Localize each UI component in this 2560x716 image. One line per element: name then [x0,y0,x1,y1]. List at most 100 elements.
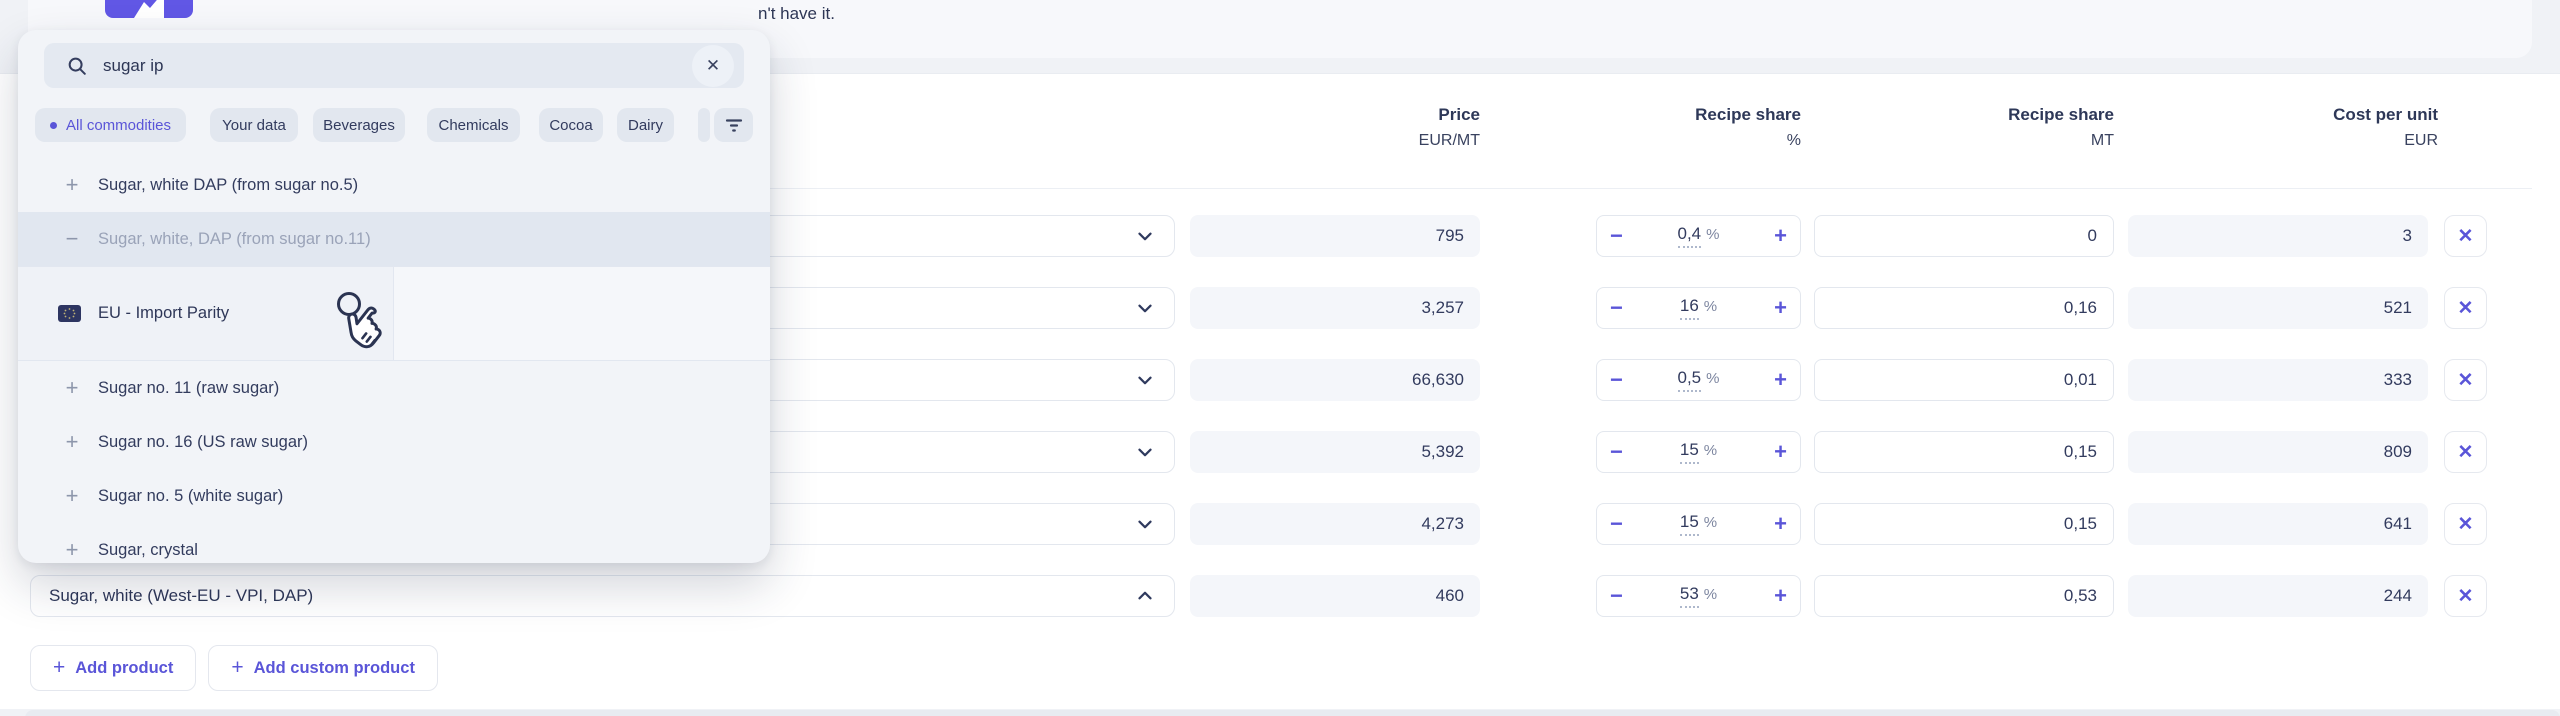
expand-icon[interactable]: + [65,537,79,562]
plus-icon: + [231,656,244,679]
chevron-down-icon [1138,520,1152,529]
decrease-share-button[interactable]: − [1610,439,1623,464]
decrease-share-button[interactable]: − [1610,511,1623,536]
decrease-share-button[interactable]: − [1610,295,1623,320]
search-result-item[interactable]: + Sugar no. 16 (US raw sugar) [18,415,770,469]
filter-chip-cocoa[interactable]: Cocoa [539,108,603,142]
delete-icon: ✕ [2457,369,2474,391]
cost-per-unit-field: 521 [2128,287,2428,329]
cost-per-unit-field: 244 [2128,575,2428,617]
decrease-share-button[interactable]: − [1610,223,1623,248]
cost-per-unit-field: 809 [2128,431,2428,473]
recipe-share-percent-stepper: − 15 % + [1596,503,1801,545]
price-field: 795 [1190,215,1480,257]
decrease-share-button[interactable]: − [1610,583,1623,608]
increase-share-button[interactable]: + [1774,583,1787,608]
search-result-item[interactable]: + Sugar, white DAP (from sugar no.5) [18,158,770,212]
more-filters-button[interactable] [714,108,753,142]
column-header-price: Price EUR/MT [1418,105,1480,149]
price-field: 3,257 [1190,287,1480,329]
recipe-share-mt-input[interactable]: 0,15 [1814,431,2114,473]
clear-search-button[interactable]: ✕ [692,44,734,87]
recipe-share-mt-input[interactable]: 0,53 [1814,575,2114,617]
delete-icon: ✕ [2457,297,2474,319]
filter-chip-beverages[interactable]: Beverages [313,108,405,142]
filter-chip-your-data[interactable]: Your data [210,108,298,142]
price-field: 5,392 [1190,431,1480,473]
mouse-cursor-click-icon [333,291,393,362]
cost-per-unit-field: 3 [2128,215,2428,257]
delete-icon: ✕ [2457,441,2474,463]
increase-share-button[interactable]: + [1774,295,1787,320]
expand-icon[interactable]: + [65,429,79,454]
remove-row-button[interactable]: ✕ [2444,575,2487,617]
filter-chip-all-commodities[interactable]: All commodities [35,108,186,142]
expand-icon[interactable]: + [65,172,79,197]
price-field: 66,630 [1190,359,1480,401]
remove-row-button[interactable]: ✕ [2444,215,2487,257]
price-source-option[interactable]: EU - Import Parity [18,266,770,361]
increase-share-button[interactable]: + [1774,367,1787,392]
banner-text: n't have it. [758,4,835,23]
recipe-share-percent-input[interactable]: 53 % [1679,584,1717,608]
category-filter-chips: All commodities Your data Beverages Chem… [18,108,770,142]
add-product-button[interactable]: + Add product [30,645,197,691]
remove-row-button[interactable]: ✕ [2444,431,2487,473]
recipe-share-percent-input[interactable]: 0,5 % [1677,368,1719,392]
expand-icon[interactable]: + [65,375,79,400]
search-result-item[interactable]: + Sugar, crystal [18,523,770,563]
recipe-share-mt-input[interactable]: 0,16 [1814,287,2114,329]
recipe-share-percent-input[interactable]: 0,4 % [1677,224,1719,248]
increase-share-button[interactable]: + [1774,511,1787,536]
product-select[interactable]: Sugar, white (West-EU - VPI, DAP) [30,575,1175,617]
remove-row-button[interactable]: ✕ [2444,503,2487,545]
search-input[interactable]: sugar ip ✕ [44,43,744,88]
recipe-share-percent-input[interactable]: 15 % [1679,440,1717,464]
clipped-filter-chip[interactable] [698,108,710,142]
search-result-item[interactable]: − Sugar, white, DAP (from sugar no.11) [18,212,770,266]
increase-share-button[interactable]: + [1774,223,1787,248]
header-divider [30,188,2532,189]
decrease-share-button[interactable]: − [1610,367,1623,392]
recipe-share-percent-stepper: − 0,4 % + [1596,215,1801,257]
chevron-down-icon [1138,376,1152,385]
remove-row-button[interactable]: ✕ [2444,287,2487,329]
expand-icon[interactable]: + [65,483,79,508]
filter-chip-dairy[interactable]: Dairy [617,108,674,142]
chevron-down-icon [1138,304,1152,313]
delete-icon: ✕ [2457,225,2474,247]
price-field: 4,273 [1190,503,1480,545]
product-select-value: Sugar, white (West-EU - VPI, DAP) [49,586,314,605]
recipe-share-percent-stepper: − 15 % + [1596,431,1801,473]
search-icon [68,57,86,75]
chevron-up-icon [1138,591,1152,600]
remove-row-button[interactable]: ✕ [2444,359,2487,401]
collapse-icon[interactable]: − [65,226,79,251]
column-header-recipe-share-mt: Recipe share MT [2008,105,2114,149]
price-source-label: EU - Import Parity [98,304,230,322]
plus-icon: + [53,656,66,679]
cost-per-unit-field: 641 [2128,503,2428,545]
table-actions: + Add product + Add custom product [30,645,438,691]
price-source-detail-area [393,267,770,360]
recipe-share-mt-input[interactable]: 0,15 [1814,503,2114,545]
close-icon: ✕ [705,55,721,75]
filter-chip-chemicals[interactable]: Chemicals [427,108,520,142]
next-section-edge [25,710,2560,716]
recipe-share-percent-stepper: − 16 % + [1596,287,1801,329]
search-result-item[interactable]: + Sugar no. 5 (white sugar) [18,469,770,523]
filter-lines-icon [725,119,742,132]
app-logo [105,0,193,18]
chevron-down-icon [1138,232,1152,241]
increase-share-button[interactable]: + [1774,439,1787,464]
recipe-share-mt-input[interactable]: 0,01 [1814,359,2114,401]
recipe-share-mt-input[interactable]: 0 [1814,215,2114,257]
eu-flag-icon [58,305,81,322]
add-custom-product-button[interactable]: + Add custom product [208,645,438,691]
recipe-share-percent-input[interactable]: 15 % [1679,512,1717,536]
recipe-share-percent-input[interactable]: 16 % [1679,296,1717,320]
column-header-cost-per-unit: Cost per unit EUR [2333,105,2438,149]
search-query-text: sugar ip [103,55,164,75]
search-result-item[interactable]: + Sugar no. 11 (raw sugar) [18,361,770,415]
